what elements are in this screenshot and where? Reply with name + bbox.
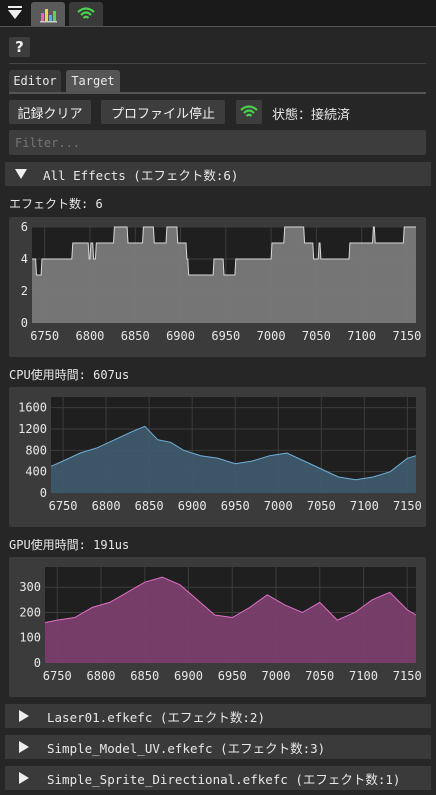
y-tick-label: 0 [21, 316, 28, 330]
x-tick-label: 7050 [307, 499, 336, 513]
menu-dropdown-icon[interactable] [6, 6, 24, 23]
x-tick-label: 7100 [347, 329, 376, 343]
y-tick-label: 6 [21, 220, 28, 234]
wifi-icon [77, 7, 95, 19]
filter-input[interactable] [9, 130, 426, 155]
x-tick-label: 6850 [130, 669, 159, 683]
top-bar [0, 0, 436, 26]
all-effects-header-label: All Effects (エフェクト数:6) [43, 167, 239, 183]
x-tick-label: 6850 [121, 329, 150, 343]
profiler-tab[interactable] [31, 2, 65, 26]
y-tick-label: 2 [21, 284, 28, 298]
x-tick-label: 6900 [178, 499, 207, 513]
x-tick-label: 6800 [76, 329, 105, 343]
gpu-time-plot[interactable]: 6750 6800 6850 6900 6950 7000 7050 7100 7150 0 100… [9, 557, 426, 697]
x-tick-label: 6850 [135, 499, 164, 513]
effect-header-simple-model-uv[interactable]: Simple_Model_UV.efkefc (エフェクト数:3) [5, 735, 431, 759]
help-label: ? [15, 38, 24, 56]
y-tick-label: 1600 [18, 401, 47, 415]
x-tick-label: 6750 [49, 499, 78, 513]
expand-triangle-icon [19, 741, 29, 753]
gpu-time-label: GPU使用時間: 191us [9, 538, 130, 552]
y-tick-label: 1200 [18, 422, 47, 436]
effect-count-plot[interactable]: 6750 6800 6850 6900 6950 7000 7050 7100 7150 0 2 4 6 [9, 217, 426, 357]
wifi-icon [240, 105, 258, 117]
network-tab[interactable] [69, 2, 103, 26]
x-tick-label: 6750 [30, 329, 59, 343]
x-tick-label: 7000 [262, 669, 291, 683]
connection-status-text: 状態：接続済 [272, 108, 351, 123]
x-tick-label: 7150 [392, 329, 421, 343]
x-tick-label: 6800 [92, 499, 121, 513]
bar-chart-icon [40, 9, 57, 23]
effect-header-label: Simple_Model_UV.efkefc (エフェクト数:3) [47, 740, 326, 756]
x-tick-label: 7050 [302, 329, 331, 343]
x-tick-label: 6900 [166, 329, 195, 343]
x-tick-label: 6950 [221, 499, 250, 513]
y-tick-label: 400 [25, 465, 47, 479]
y-tick-label: 100 [19, 631, 41, 645]
y-tick-label: 300 [19, 580, 41, 594]
cpu-time-label: CPU使用時間: 607us [9, 368, 130, 382]
gpu-time-area [45, 577, 416, 663]
x-tick-label: 7100 [350, 499, 379, 513]
x-tick-label: 7050 [305, 669, 334, 683]
stop-profile-button[interactable]: プロファイル停止 [101, 100, 225, 124]
x-tick-label: 7150 [393, 669, 422, 683]
cpu-time-area [51, 426, 416, 493]
x-tick-label: 7000 [264, 499, 293, 513]
tab-target-label: Target [71, 74, 115, 88]
tab-editor-label: Editor [13, 74, 57, 88]
y-tick-label: 4 [21, 252, 28, 266]
expand-triangle-icon [19, 710, 29, 722]
y-tick-label: 200 [19, 605, 41, 619]
collapse-triangle-icon [15, 169, 27, 179]
stop-profile-label: プロファイル停止 [110, 106, 215, 122]
connection-status-button[interactable] [236, 100, 262, 124]
effect-header-label: Laser01.efkefc (エフェクト数:2) [47, 709, 265, 725]
x-tick-label: 6750 [43, 669, 72, 683]
x-tick-label: 6900 [174, 669, 203, 683]
clear-record-label: 記録クリア [17, 106, 83, 122]
effect-header-label: Simple_Sprite_Directional.efkefc (エフェクト数… [47, 771, 401, 787]
cpu-time-line [50, 425, 417, 481]
x-tick-label: 6950 [218, 669, 247, 683]
tab-target[interactable]: Target [66, 70, 120, 92]
y-tick-label: 0 [40, 486, 47, 500]
cpu-time-plot[interactable]: 6750 6800 6850 6900 6950 7000 7050 7100 7150 0 400… [9, 387, 426, 527]
effect-header-laser01[interactable]: Laser01.efkefc (エフェクト数:2) [5, 704, 431, 728]
tab-editor[interactable]: Editor [9, 70, 61, 92]
help-button[interactable]: ? [9, 37, 30, 57]
y-tick-label: 800 [25, 443, 47, 457]
y-tick-label: 0 [34, 656, 41, 670]
x-tick-label: 6950 [211, 329, 240, 343]
gpu-time-chart: 6750 6800 6850 6900 6950 7000 7050 7100 7150 0 100… [19, 567, 422, 683]
cpu-time-chart: 6750 6800 6850 6900 6950 7000 7050 7100 7150 0 400… [18, 397, 422, 513]
all-effects-header[interactable]: All Effects (エフェクト数:6) [5, 162, 431, 186]
effect-count-line [32, 226, 416, 276]
expand-triangle-icon [19, 772, 29, 784]
x-tick-label: 7000 [257, 329, 286, 343]
clear-record-button[interactable]: 記録クリア [9, 100, 91, 124]
gpu-time-line [44, 576, 417, 624]
effect-count-label: エフェクト数: 6 [9, 197, 103, 211]
effect-count-chart: 6750 6800 6850 6900 6950 7000 7050 7100 7150 0 2 4 6 [21, 220, 422, 343]
x-tick-label: 7100 [349, 669, 378, 683]
effect-header-simple-sprite-directional[interactable]: Simple_Sprite_Directional.efkefc (エフェクト数… [5, 766, 431, 790]
x-tick-label: 6800 [87, 669, 116, 683]
x-tick-label: 7150 [393, 499, 422, 513]
